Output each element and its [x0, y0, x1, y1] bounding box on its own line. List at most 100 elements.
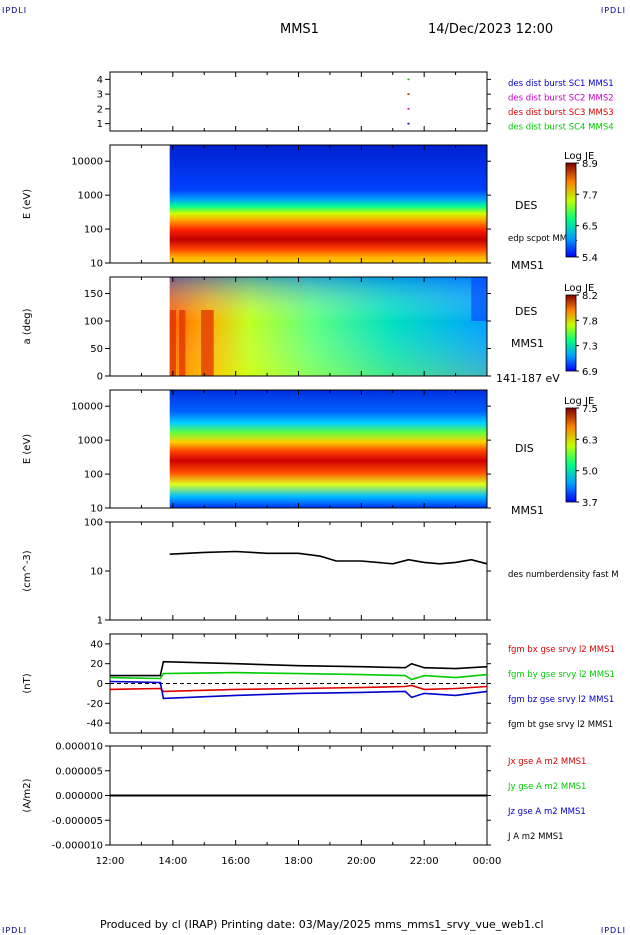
- y-axis-label-current: (A/m2): [22, 778, 33, 812]
- y-tick-label-current-0: 0.000010: [55, 742, 103, 753]
- colorbar-tick-label-des_pitch-1: 7.8: [582, 316, 598, 327]
- colorbar-tick-label-des_energy-0: 8.9: [582, 159, 598, 170]
- x-tick-label-5: 22:00: [410, 856, 439, 867]
- y-tick-label-dis_energy-1: 1000: [78, 436, 103, 447]
- corner-mark-top-right: IPDLI: [600, 6, 626, 15]
- heatmap-pitch-band-1: [179, 310, 186, 376]
- y-tick-label-density-1: 10: [90, 567, 103, 578]
- y-tick-label-des_pitch-3: 0: [97, 372, 103, 383]
- y-tick-label-dis_energy-2: 100: [84, 470, 103, 481]
- burst-point-1: [407, 93, 410, 95]
- y-tick-label-des_pitch-2: 50: [90, 344, 103, 355]
- corner-mark-bottom-right: IPDLI: [600, 926, 626, 935]
- y-tick-label-current-3: -0.000005: [52, 816, 103, 827]
- y-tick-label-current-1: 0.000005: [55, 766, 103, 777]
- y-tick-label-dis_energy-0: 10000: [71, 402, 103, 413]
- y-tick-label-fgm-2: 0: [97, 679, 103, 690]
- corner-mark-bottom-left: IPDLI: [2, 926, 28, 935]
- panel-fgm: 40 20 0 -20 -40 (nT) fgm bx gse srvy l2 MMS1 fg…: [22, 633, 615, 734]
- colorbar-tick-label-des_energy-3: 5.4: [582, 253, 598, 264]
- x-tick-label-6: 00:00: [473, 856, 502, 867]
- x-tick-label-0: 12:00: [96, 856, 125, 867]
- burst-point-2: [407, 108, 410, 110]
- y-tick-label-burst-1: 3: [97, 90, 103, 101]
- colorbar-title-des_energy: Log JE: [564, 151, 594, 162]
- spacecraft-label-des_pitch: MMS1: [511, 337, 544, 350]
- y-tick-label-density-2: 1: [97, 616, 103, 627]
- y-tick-label-des_energy-0: 10000: [71, 157, 103, 168]
- x-tick-label-3: 18:00: [284, 856, 313, 867]
- legend-burst-2: des dist burst SC3 MMS3: [508, 108, 614, 118]
- panel-dis_energy: 10000 1000 100 10 E (eV) DIS MMS1 Log JE7.5 6.3 5…: [22, 389, 598, 517]
- series-line-density-0: [169, 550, 488, 565]
- x-tick-label-1: 14:00: [158, 856, 187, 867]
- colorbar-tick-label-des_pitch-3: 6.9: [582, 367, 598, 378]
- corner-mark-top-left: IPDLI: [2, 6, 28, 15]
- legend-current-2: Jz gse A m2 MMS1: [507, 807, 586, 817]
- y-tick-label-density-0: 100: [84, 518, 103, 529]
- y-tick-label-current-4: -0.000010: [52, 841, 103, 852]
- y-tick-label-burst-3: 1: [97, 119, 103, 130]
- legend-burst-0: des dist burst SC1 MMS1: [508, 79, 614, 89]
- legend-current-1: Jy gse A m2 MMS1: [507, 782, 586, 792]
- y-tick-label-fgm-3: -20: [87, 699, 103, 710]
- colorbar-tick-label-dis_energy-1: 6.3: [582, 435, 598, 446]
- burst-point-3: [407, 122, 410, 125]
- x-tick-label-2: 16:00: [221, 856, 250, 867]
- colorbar-des_energy: [565, 162, 577, 258]
- bottom-label-dis_energy: MMS1: [511, 504, 544, 517]
- y-tick-label-burst-0: 4: [97, 75, 103, 86]
- y-axis-label-des_energy: E (eV): [22, 189, 33, 219]
- colorbar-tick-label-des_pitch-2: 7.3: [582, 342, 598, 353]
- y-axis-label-fgm: (nT): [22, 673, 33, 693]
- heatmap-fill-dis_energy: [169, 390, 488, 508]
- bottom-label-des_pitch: 141-187 eV: [496, 372, 560, 385]
- colorbar-title-des_pitch: Log JE: [564, 283, 594, 294]
- date-title: 14/Dec/2023 12:00: [428, 22, 554, 37]
- y-tick-label-fgm-1: 20: [90, 659, 103, 670]
- y-axis-label-dis_energy: E (eV): [22, 434, 33, 464]
- colorbar-des_pitch: [565, 294, 577, 372]
- y-axis-label-density: (cm^-3): [22, 550, 33, 591]
- y-tick-label-des_energy-2: 100: [84, 225, 103, 236]
- colorbar-tick-label-des_energy-2: 6.5: [582, 222, 598, 233]
- panel-frame-density: [109, 521, 488, 621]
- y-tick-label-fgm-4: -40: [87, 719, 103, 730]
- heatmap-fill-des_energy: [169, 145, 488, 263]
- panel-burst: 4 3 2 1 des dist burst SC1 MMS1 des dist burs…: [97, 71, 614, 133]
- heatmap-pitch-band-2: [201, 310, 214, 376]
- y-tick-label-des_energy-3: 10: [90, 259, 103, 270]
- instrument-label-des_energy: DES: [515, 199, 537, 212]
- colorbar-title-dis_energy: Log JE: [564, 396, 594, 407]
- panel-des_pitch: 150 100 50 0 a (deg) DES MMS1 141-187 eV Log JE8…: [22, 276, 598, 385]
- legend-density-0: des numberdensity fast M: [508, 570, 619, 580]
- y-tick-label-des_pitch-0: 150: [84, 289, 103, 300]
- heatmap-pitch-late-band: [471, 277, 487, 321]
- series-line-fgm-2: [109, 680, 488, 700]
- colorbar-dis_energy: [565, 407, 577, 503]
- spacecraft-title: MMS1: [280, 22, 319, 37]
- instrument-label-dis_energy: DIS: [515, 442, 534, 455]
- y-tick-label-current-2: 0.000000: [55, 791, 103, 802]
- legend-current-3: J A m2 MMS1: [507, 832, 564, 842]
- legend-burst-3: des dist burst SC4 MMS4: [508, 123, 614, 133]
- y-tick-label-burst-2: 2: [97, 104, 103, 115]
- panel-frame-burst: [109, 71, 488, 132]
- y-axis-label-des_pitch: a (deg): [22, 308, 33, 344]
- colorbar-tick-label-dis_energy-2: 5.0: [582, 467, 598, 478]
- y-tick-label-fgm-0: 40: [90, 639, 103, 650]
- legend-burst-1: des dist burst SC2 MMS2: [508, 94, 614, 104]
- heatmap-pitch-overlay: [169, 277, 488, 376]
- legend-fgm-1: fgm by gse srvy l2 MMS1: [508, 670, 615, 680]
- colorbar-tick-label-dis_energy-0: 7.5: [582, 404, 598, 415]
- panel-current: 0.000010 0.000005 0.000000 -0.000005 -0.0000…: [22, 742, 586, 852]
- heatmap-pitch-band-0: [169, 310, 176, 376]
- y-tick-label-des_energy-1: 1000: [78, 191, 103, 202]
- colorbar-tick-label-des_energy-1: 7.7: [582, 190, 598, 201]
- colorbar-tick-label-des_pitch-0: 8.2: [582, 291, 598, 302]
- legend-current-0: Jx gse A m2 MMS1: [507, 757, 586, 767]
- colorbar-tick-label-dis_energy-3: 3.7: [582, 498, 598, 509]
- series-line-fgm-1: [109, 671, 488, 681]
- burst-point-0: [407, 78, 410, 81]
